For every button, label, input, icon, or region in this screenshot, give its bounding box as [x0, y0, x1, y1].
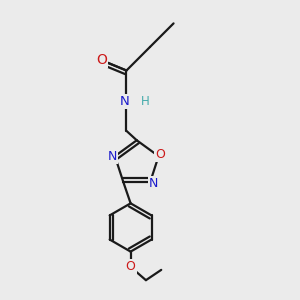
Text: N: N — [107, 150, 117, 163]
Text: N: N — [148, 177, 158, 190]
Text: O: O — [155, 148, 165, 161]
Text: O: O — [126, 260, 136, 273]
Text: O: O — [96, 53, 107, 67]
Text: N: N — [120, 95, 130, 108]
Text: H: H — [141, 95, 150, 108]
